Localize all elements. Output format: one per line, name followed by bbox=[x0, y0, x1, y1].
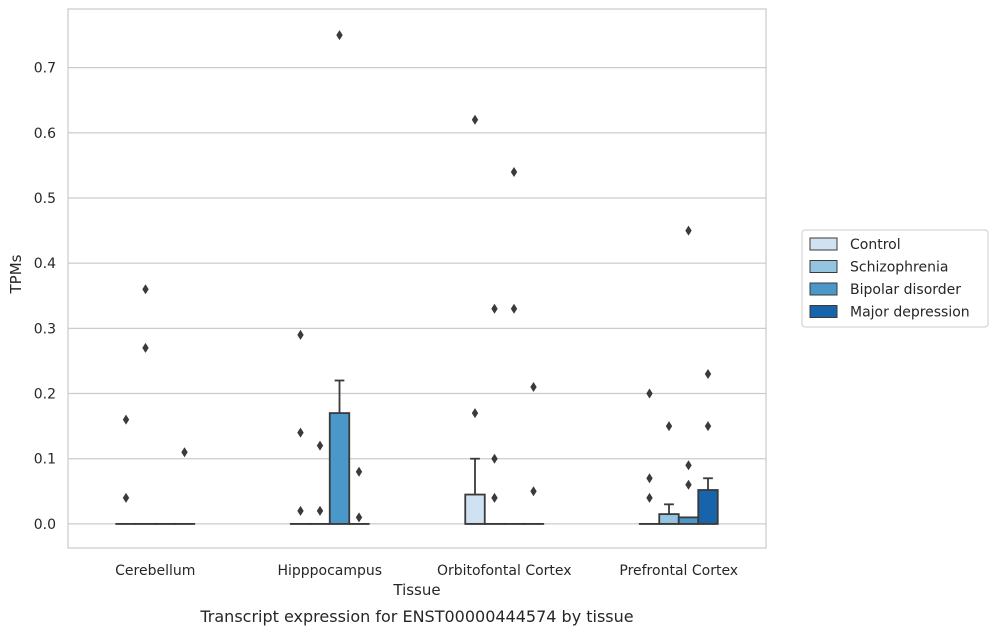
y-tick-label: 0.2 bbox=[34, 387, 56, 403]
y-tick-label: 0.3 bbox=[34, 321, 56, 337]
gridlines bbox=[68, 67, 766, 525]
outlier-point bbox=[510, 303, 518, 314]
y-axis-label: TPMs bbox=[7, 254, 25, 294]
outliers bbox=[122, 30, 712, 523]
box-body bbox=[697, 489, 719, 525]
y-tick-label: 0.0 bbox=[34, 517, 56, 533]
outlier-point bbox=[181, 447, 188, 458]
legend-frame bbox=[801, 229, 989, 328]
legend-label: Bipolar disorder bbox=[850, 282, 961, 298]
outlier-point bbox=[685, 460, 692, 471]
outlier-point bbox=[491, 453, 498, 464]
outlier-point bbox=[665, 421, 673, 432]
legend-swatch bbox=[809, 237, 838, 251]
outlier-point bbox=[704, 421, 712, 432]
box bbox=[677, 516, 700, 525]
x-tick-label: Cerebellum bbox=[115, 563, 195, 579]
outlier-point bbox=[122, 414, 130, 425]
outlier-point bbox=[704, 368, 712, 379]
outlier-point bbox=[297, 427, 304, 438]
legend-label: Schizophrenia bbox=[850, 260, 948, 276]
boxes bbox=[115, 379, 719, 525]
x-tick-label: Hipppocampus bbox=[277, 563, 382, 579]
outlier-point bbox=[530, 382, 537, 393]
y-axis-ticks: 0.0 0.1 0.2 0.3 0.4 0.5 0.6 0.7 bbox=[34, 61, 56, 533]
y-tick-label: 0.5 bbox=[34, 191, 56, 207]
outlier-point bbox=[530, 486, 537, 497]
outlier-point bbox=[355, 512, 363, 523]
legend-swatch bbox=[809, 282, 838, 296]
outlier-point bbox=[316, 505, 324, 516]
outlier-point bbox=[297, 329, 304, 340]
outlier-point bbox=[122, 492, 130, 503]
x-axis-ticks: Cerebellum Hipppocampus Orbitofontal Corte… bbox=[115, 563, 738, 579]
x-tick-label: Orbitofontal Cortex bbox=[437, 563, 572, 579]
box bbox=[464, 457, 486, 525]
x-tick-label: Prefrontal Cortex bbox=[619, 563, 738, 579]
plot-area bbox=[67, 8, 767, 549]
outlier-point bbox=[491, 492, 498, 503]
outlier-point bbox=[685, 225, 692, 236]
y-tick-label: 0.7 bbox=[34, 61, 56, 77]
legend-label: Major depression bbox=[850, 305, 970, 321]
y-tick-label: 0.4 bbox=[34, 256, 56, 272]
box bbox=[697, 477, 719, 525]
outlier-point bbox=[336, 30, 343, 41]
legend: Control Schizophrenia Bipolar disorder Majo… bbox=[801, 229, 989, 328]
legend-swatch bbox=[809, 260, 838, 273]
outlier-point bbox=[510, 166, 518, 177]
outlier-point bbox=[646, 473, 653, 484]
legend-swatch bbox=[809, 305, 838, 318]
outlier-point bbox=[685, 479, 692, 490]
x-axis-label: Tissue bbox=[392, 581, 440, 599]
outlier-point bbox=[316, 440, 324, 451]
box-body bbox=[464, 493, 486, 525]
figure-caption: Transcript expression for ENST0000044457… bbox=[199, 607, 633, 626]
outlier-point bbox=[142, 284, 149, 295]
box-body bbox=[658, 513, 680, 525]
outlier-point bbox=[471, 408, 479, 419]
outlier-point bbox=[491, 303, 498, 314]
box-body bbox=[328, 412, 351, 525]
outlier-point bbox=[297, 505, 304, 516]
box-body bbox=[677, 516, 700, 525]
outlier-point bbox=[646, 388, 653, 399]
outlier-point bbox=[471, 114, 479, 125]
outlier-point bbox=[646, 492, 653, 503]
y-tick-label: 0.6 bbox=[34, 126, 56, 142]
legend-label: Control bbox=[850, 237, 901, 253]
outlier-point bbox=[355, 466, 363, 477]
box bbox=[658, 503, 680, 525]
box bbox=[328, 379, 351, 525]
y-tick-label: 0.1 bbox=[34, 452, 56, 468]
outlier-point bbox=[142, 342, 149, 353]
